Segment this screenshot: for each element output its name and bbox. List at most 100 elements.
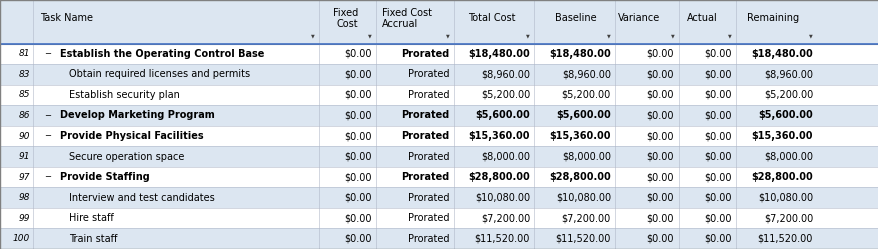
Text: $28,800.00: $28,800.00 <box>549 172 610 182</box>
Text: $0.00: $0.00 <box>703 234 730 244</box>
Text: 91: 91 <box>18 152 30 161</box>
Text: Fixed Cost
Accrual: Fixed Cost Accrual <box>382 7 432 29</box>
Text: Total Cost: Total Cost <box>468 13 515 23</box>
Bar <box>0 105 878 126</box>
Text: −: − <box>44 49 51 58</box>
Text: Hire staff: Hire staff <box>68 213 113 223</box>
Text: $0.00: $0.00 <box>344 152 371 162</box>
Bar <box>0 126 878 146</box>
Text: $11,520.00: $11,520.00 <box>555 234 610 244</box>
Text: $10,080.00: $10,080.00 <box>474 193 529 203</box>
Text: Prorated: Prorated <box>407 213 449 223</box>
Text: $0.00: $0.00 <box>646 90 673 100</box>
Text: Task Name: Task Name <box>40 13 92 23</box>
Text: Remaining: Remaining <box>746 13 798 23</box>
Text: $0.00: $0.00 <box>703 213 730 223</box>
Bar <box>0 0 878 44</box>
Text: 97: 97 <box>18 173 30 182</box>
Text: 98: 98 <box>18 193 30 202</box>
Text: $0.00: $0.00 <box>344 234 371 244</box>
Text: $8,000.00: $8,000.00 <box>480 152 529 162</box>
Text: Obtain required licenses and permits: Obtain required licenses and permits <box>68 69 249 79</box>
Text: ▼: ▼ <box>809 33 812 38</box>
Text: ▼: ▼ <box>311 33 314 38</box>
Text: 83: 83 <box>18 70 30 79</box>
Text: ▼: ▼ <box>670 33 673 38</box>
Text: $0.00: $0.00 <box>344 111 371 121</box>
Text: $0.00: $0.00 <box>344 131 371 141</box>
Text: ▼: ▼ <box>445 33 449 38</box>
Text: 90: 90 <box>18 131 30 140</box>
Text: −: − <box>44 131 51 140</box>
Text: ▼: ▼ <box>368 33 371 38</box>
Text: $0.00: $0.00 <box>646 193 673 203</box>
Text: $18,480.00: $18,480.00 <box>468 49 529 59</box>
Text: $0.00: $0.00 <box>646 131 673 141</box>
Text: Variance: Variance <box>617 13 659 23</box>
Text: ▼: ▼ <box>607 33 610 38</box>
Text: $0.00: $0.00 <box>646 234 673 244</box>
Text: $8,960.00: $8,960.00 <box>561 69 610 79</box>
Text: $8,000.00: $8,000.00 <box>763 152 812 162</box>
Bar <box>0 64 878 85</box>
Text: $18,480.00: $18,480.00 <box>751 49 812 59</box>
Text: $15,360.00: $15,360.00 <box>549 131 610 141</box>
Text: $8,960.00: $8,960.00 <box>763 69 812 79</box>
Text: Actual: Actual <box>686 13 716 23</box>
Text: Provide Staffing: Provide Staffing <box>60 172 149 182</box>
Text: $5,200.00: $5,200.00 <box>480 90 529 100</box>
Text: Baseline: Baseline <box>555 13 596 23</box>
Text: $0.00: $0.00 <box>344 172 371 182</box>
Text: $8,960.00: $8,960.00 <box>480 69 529 79</box>
Text: Prorated: Prorated <box>400 111 449 121</box>
Text: −: − <box>44 173 51 182</box>
Bar <box>0 229 878 249</box>
Bar <box>0 208 878 229</box>
Text: $11,520.00: $11,520.00 <box>474 234 529 244</box>
Text: $0.00: $0.00 <box>703 49 730 59</box>
Bar <box>0 167 878 187</box>
Text: $0.00: $0.00 <box>646 213 673 223</box>
Text: $5,600.00: $5,600.00 <box>758 111 812 121</box>
Text: $28,800.00: $28,800.00 <box>468 172 529 182</box>
Text: $0.00: $0.00 <box>703 90 730 100</box>
Text: $8,000.00: $8,000.00 <box>561 152 610 162</box>
Text: −: − <box>44 111 51 120</box>
Text: Secure operation space: Secure operation space <box>68 152 184 162</box>
Text: 99: 99 <box>18 214 30 223</box>
Text: $15,360.00: $15,360.00 <box>751 131 812 141</box>
Text: $0.00: $0.00 <box>646 172 673 182</box>
Text: ▼: ▼ <box>727 33 730 38</box>
Bar <box>0 44 878 64</box>
Text: $5,200.00: $5,200.00 <box>763 90 812 100</box>
Text: $5,200.00: $5,200.00 <box>561 90 610 100</box>
Text: Prorated: Prorated <box>400 49 449 59</box>
Text: $10,080.00: $10,080.00 <box>757 193 812 203</box>
Text: $7,200.00: $7,200.00 <box>480 213 529 223</box>
Text: $0.00: $0.00 <box>344 213 371 223</box>
Text: Prorated: Prorated <box>407 193 449 203</box>
Text: ▼: ▼ <box>526 33 529 38</box>
Text: Interview and test candidates: Interview and test candidates <box>68 193 214 203</box>
Text: $5,600.00: $5,600.00 <box>475 111 529 121</box>
Text: $0.00: $0.00 <box>344 90 371 100</box>
Text: $7,200.00: $7,200.00 <box>561 213 610 223</box>
Text: $10,080.00: $10,080.00 <box>555 193 610 203</box>
Text: Prorated: Prorated <box>407 152 449 162</box>
Text: Prorated: Prorated <box>400 131 449 141</box>
Text: $18,480.00: $18,480.00 <box>549 49 610 59</box>
Text: $0.00: $0.00 <box>646 69 673 79</box>
Text: $0.00: $0.00 <box>646 111 673 121</box>
Text: 100: 100 <box>12 234 30 243</box>
Text: Provide Physical Facilities: Provide Physical Facilities <box>60 131 203 141</box>
Text: $7,200.00: $7,200.00 <box>763 213 812 223</box>
Text: Prorated: Prorated <box>407 234 449 244</box>
Bar <box>0 85 878 105</box>
Text: $0.00: $0.00 <box>646 49 673 59</box>
Text: Establish security plan: Establish security plan <box>68 90 179 100</box>
Text: 81: 81 <box>18 49 30 58</box>
Text: $28,800.00: $28,800.00 <box>751 172 812 182</box>
Text: Establish the Operating Control Base: Establish the Operating Control Base <box>60 49 264 59</box>
Text: $0.00: $0.00 <box>703 193 730 203</box>
Text: $0.00: $0.00 <box>703 131 730 141</box>
